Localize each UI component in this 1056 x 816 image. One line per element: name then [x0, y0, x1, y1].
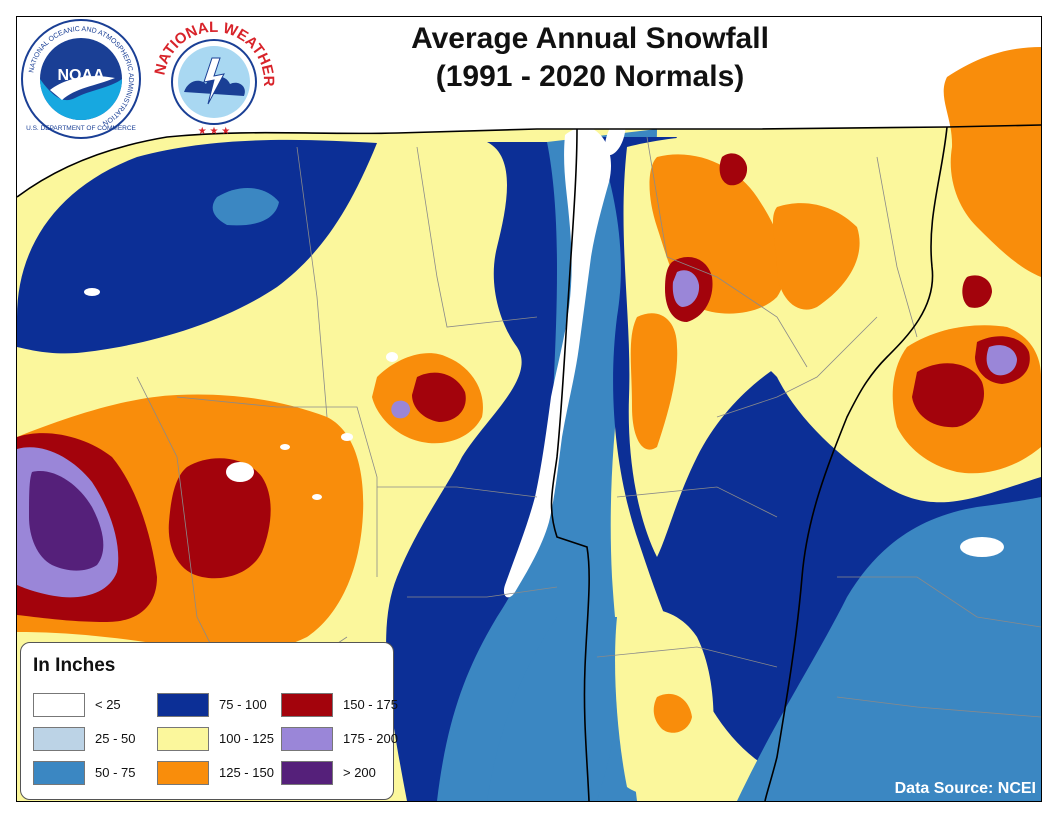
- snowfall-zone-150-175-adirondack-peak: [412, 372, 466, 422]
- snowfall-zone-50-75-southeast: [737, 497, 1041, 801]
- snowfall-zone-50-75-south: [487, 617, 621, 801]
- snowfall-zone-175-200-adirondack: [391, 400, 411, 419]
- nws-stars-icon: ★ ★ ★: [198, 126, 230, 137]
- legend-label: 150 - 175: [343, 697, 398, 712]
- noaa-logo: NOAA NATIONAL OCEANIC AND ATMOSPHERIC AD…: [21, 19, 141, 139]
- snowfall-zone-125-150-south-pocket: [653, 693, 692, 733]
- legend-label: 100 - 125: [219, 731, 274, 746]
- legend-swatch: [157, 727, 209, 751]
- legend-item: < 25: [33, 693, 153, 717]
- legend-swatch: [281, 727, 333, 751]
- state-borders: [17, 124, 1041, 801]
- snowfall-zone-150-175-white-mtns-a: [912, 363, 985, 428]
- lake-small: [341, 433, 353, 441]
- snowfall-zone-125-150-ne-kingdom: [772, 203, 860, 310]
- legend-swatch: [281, 693, 333, 717]
- map-title-line2: (1991 - 2020 Normals): [435, 60, 745, 93]
- lake-champlain: [503, 127, 612, 598]
- snowfall-zone-over-200-tug-hill: [29, 471, 104, 571]
- legend-label: < 25: [95, 697, 121, 712]
- legend-swatch: [157, 693, 209, 717]
- legend-label: > 200: [343, 765, 376, 780]
- legend-item: 25 - 50: [33, 727, 153, 751]
- data-source: Data Source: NCEI: [894, 780, 1036, 797]
- snowfall-zone-150-175-adirondack-west: [168, 458, 271, 579]
- legend-item: > 200: [281, 761, 401, 785]
- legend-item: 125 - 150: [157, 761, 277, 785]
- legend-swatch: [157, 761, 209, 785]
- outside-area: [17, 17, 1041, 197]
- snowfall-zone-175-200-white-mtns: [986, 345, 1017, 376]
- county-lines: [136, 136, 1041, 718]
- legend-swatch: [281, 761, 333, 785]
- legend-swatch: [33, 693, 85, 717]
- legend-swatch: [33, 727, 85, 751]
- legend-label: 125 - 150: [219, 765, 274, 780]
- lake-small: [312, 494, 322, 500]
- lake-small: [280, 444, 290, 450]
- legend: In Inches < 25 25 - 50 50 - 75 75 - 100 100 …: [20, 642, 398, 800]
- lake-small: [386, 352, 398, 362]
- lake-winnipesaukee: [960, 537, 1004, 557]
- nws-logo: NATIONAL WEATHER SERVICE ★ ★ ★: [152, 20, 276, 137]
- snowfall-zone-175-200-jay-peak: [672, 270, 700, 307]
- legend-item: 50 - 75: [33, 761, 153, 785]
- snowfall-zone-125-150-green-mtns-south: [630, 313, 678, 450]
- legend-item: 100 - 125: [157, 727, 277, 751]
- lake-small: [226, 462, 254, 482]
- legend-item: 75 - 100: [157, 693, 277, 717]
- map-title-line1: Average Annual Snowfall: [411, 22, 769, 55]
- snowfall-zone-75-100-north: [17, 139, 377, 354]
- legend-label: 50 - 75: [95, 765, 136, 780]
- legend-label: 75 - 100: [219, 697, 267, 712]
- legend-item: 150 - 175: [281, 693, 401, 717]
- snowfall-zone-125-150-northeast: [943, 47, 1041, 277]
- map-title: Average Annual Snowfall (1991 - 2020 Nor…: [330, 20, 850, 96]
- legend-label: 25 - 50: [95, 731, 136, 746]
- noaa-logo-text: NOAA: [57, 67, 105, 84]
- lake-small: [84, 288, 100, 296]
- legend-swatch: [33, 761, 85, 785]
- snowfall-zone-150-175-northeast-peak: [962, 275, 992, 308]
- snowfall-zone-50-75-plateau: [212, 187, 279, 226]
- legend-title: In Inches: [33, 655, 116, 676]
- snowfall-zone-150-175-north-peak: [719, 153, 748, 186]
- legend-label: 175 - 200: [343, 731, 398, 746]
- noaa-ring-text-bottom: U.S. DEPARTMENT OF COMMERCE: [26, 125, 136, 132]
- legend-item: 175 - 200: [281, 727, 401, 751]
